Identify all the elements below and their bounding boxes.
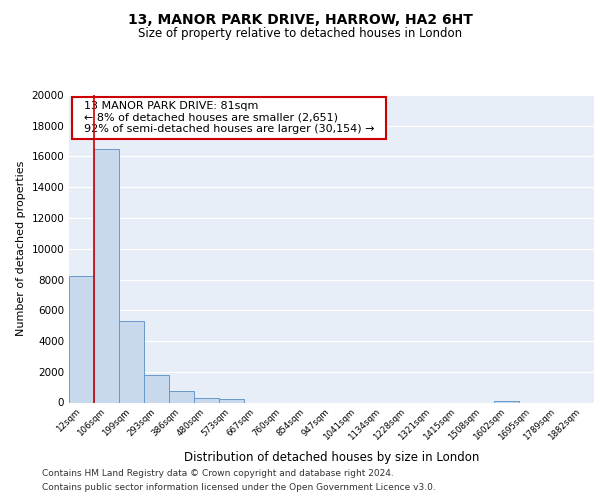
- Text: Contains HM Land Registry data © Crown copyright and database right 2024.: Contains HM Land Registry data © Crown c…: [42, 468, 394, 477]
- Bar: [69, 276, 94, 402]
- Text: 13 MANOR PARK DRIVE: 81sqm
  ← 8% of detached houses are smaller (2,651)
  92% o: 13 MANOR PARK DRIVE: 81sqm ← 8% of detac…: [77, 101, 382, 134]
- Text: 13, MANOR PARK DRIVE, HARROW, HA2 6HT: 13, MANOR PARK DRIVE, HARROW, HA2 6HT: [128, 12, 472, 26]
- Bar: [219, 400, 244, 402]
- Y-axis label: Number of detached properties: Number of detached properties: [16, 161, 26, 336]
- Bar: [119, 321, 144, 402]
- Bar: [494, 401, 519, 402]
- Bar: [194, 398, 219, 402]
- Bar: [144, 375, 169, 402]
- Text: Size of property relative to detached houses in London: Size of property relative to detached ho…: [138, 28, 462, 40]
- Text: Contains public sector information licensed under the Open Government Licence v3: Contains public sector information licen…: [42, 484, 436, 492]
- X-axis label: Distribution of detached houses by size in London: Distribution of detached houses by size …: [184, 450, 479, 464]
- Bar: [169, 391, 194, 402]
- Bar: [94, 149, 119, 403]
